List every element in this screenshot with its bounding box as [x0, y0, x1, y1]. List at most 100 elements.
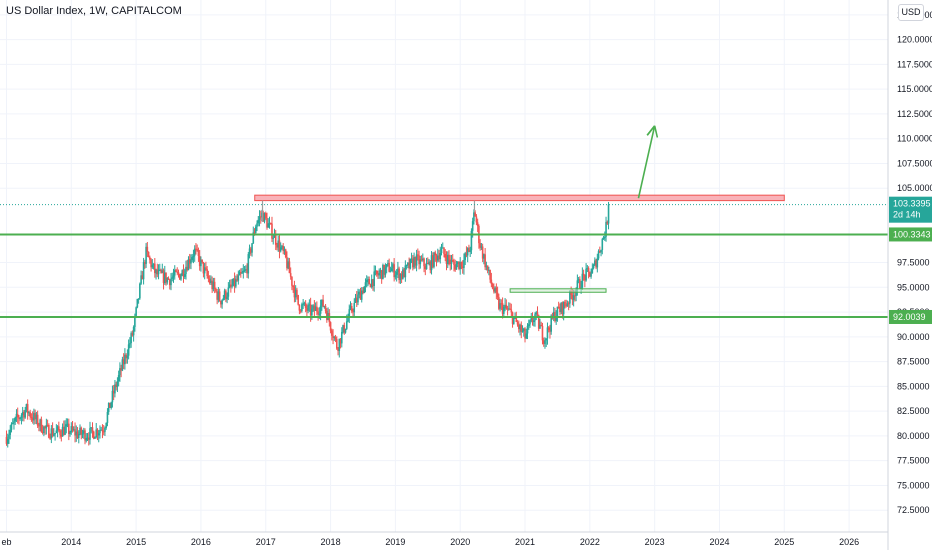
- candle-body: [370, 279, 373, 288]
- candle-body: [571, 294, 574, 300]
- candle-body: [94, 437, 96, 439]
- candle-body: [451, 260, 454, 262]
- candle-body: [240, 271, 242, 274]
- candle-body: [303, 302, 306, 305]
- candle-body: [279, 247, 282, 252]
- candle-body: [577, 279, 580, 281]
- candle-body: [532, 320, 535, 323]
- candle-body: [43, 426, 45, 434]
- candle-body: [574, 295, 576, 297]
- x-tick-label: 2016: [191, 537, 211, 547]
- candle-body: [210, 280, 212, 283]
- candle-body: [165, 272, 167, 283]
- currency-button[interactable]: USD: [898, 4, 924, 21]
- candle-body: [181, 270, 184, 276]
- candle-body: [38, 425, 40, 427]
- candle-body: [291, 276, 293, 286]
- candle-body: [483, 254, 485, 259]
- candle-body: [517, 324, 520, 330]
- candle-body: [271, 223, 273, 239]
- candle-body: [505, 304, 508, 309]
- candle-body: [419, 259, 422, 265]
- candle-body: [159, 269, 161, 271]
- candle-body: [302, 304, 304, 306]
- x-tick-label: 2015: [126, 537, 146, 547]
- candle-body: [539, 325, 541, 329]
- candle-body: [81, 433, 84, 435]
- consolidation-box[interactable]: [509, 288, 607, 293]
- support-label: 100.3343: [893, 229, 931, 239]
- candle-body: [72, 429, 75, 431]
- candle-body: [64, 426, 66, 435]
- y-tick-label: 72.5000: [897, 505, 930, 515]
- candle-body: [605, 221, 607, 237]
- candle-body: [178, 274, 181, 280]
- candle-body: [33, 413, 35, 421]
- candle-body: [144, 262, 146, 264]
- candle-body: [440, 248, 443, 254]
- candle-body: [163, 272, 166, 283]
- candle-body: [198, 255, 201, 267]
- candle-body: [336, 339, 338, 349]
- candle-body: [345, 321, 348, 329]
- candle-body: [541, 325, 544, 341]
- candle-body: [395, 271, 398, 275]
- candle-body: [348, 309, 351, 319]
- candle-body: [272, 237, 275, 239]
- candle-body: [90, 427, 93, 429]
- candle-body: [173, 270, 176, 276]
- candle-body: [195, 248, 197, 250]
- candle-body: [274, 234, 277, 245]
- candle-body: [99, 430, 101, 434]
- candle-body: [75, 431, 78, 436]
- candle-body: [191, 257, 194, 261]
- support-label: 92.0039: [893, 312, 926, 322]
- candle-body: [484, 254, 486, 268]
- candle-body: [312, 305, 314, 309]
- candle-body: [238, 271, 241, 276]
- resistance-zone[interactable]: [254, 194, 785, 202]
- y-tick-label: 97.5000: [897, 258, 930, 268]
- candle-body: [498, 297, 500, 309]
- candle-body: [556, 306, 559, 317]
- candle-body: [405, 264, 408, 266]
- candle-body: [180, 275, 182, 280]
- candle-body: [23, 411, 25, 418]
- candle-body: [333, 336, 336, 338]
- candle-body: [585, 268, 587, 281]
- candle-body: [50, 428, 53, 439]
- candle-body: [342, 325, 344, 332]
- candle-body: [431, 255, 434, 267]
- candle-body: [60, 434, 63, 437]
- candle-body: [353, 302, 356, 313]
- candle-body: [28, 412, 30, 414]
- candle-body: [288, 261, 291, 274]
- projection-arrow[interactable]: [637, 125, 656, 199]
- candle-body: [410, 258, 413, 260]
- candle-body: [117, 375, 120, 382]
- candle-body: [562, 301, 565, 315]
- candle-body: [374, 270, 377, 272]
- candle-body: [415, 254, 418, 266]
- candle-body: [596, 258, 599, 268]
- candle-body: [188, 259, 191, 264]
- candle-body: [30, 416, 33, 418]
- arrow-head: [646, 125, 656, 136]
- candle-body: [509, 308, 511, 310]
- candle-body: [444, 254, 447, 258]
- candle-body: [407, 262, 409, 265]
- candle-body: [349, 306, 352, 310]
- y-tick-label: 77.5000: [897, 456, 930, 466]
- candle-body: [359, 291, 362, 300]
- candle-body: [205, 267, 207, 270]
- y-tick-label: 120.0000: [897, 35, 932, 45]
- candle-body: [389, 271, 392, 273]
- candle-body: [606, 221, 609, 224]
- candle-body: [29, 412, 31, 417]
- candle-body: [552, 312, 555, 319]
- candle-body: [412, 258, 414, 268]
- candle-body: [56, 426, 59, 431]
- x-tick-label: 2025: [774, 537, 794, 547]
